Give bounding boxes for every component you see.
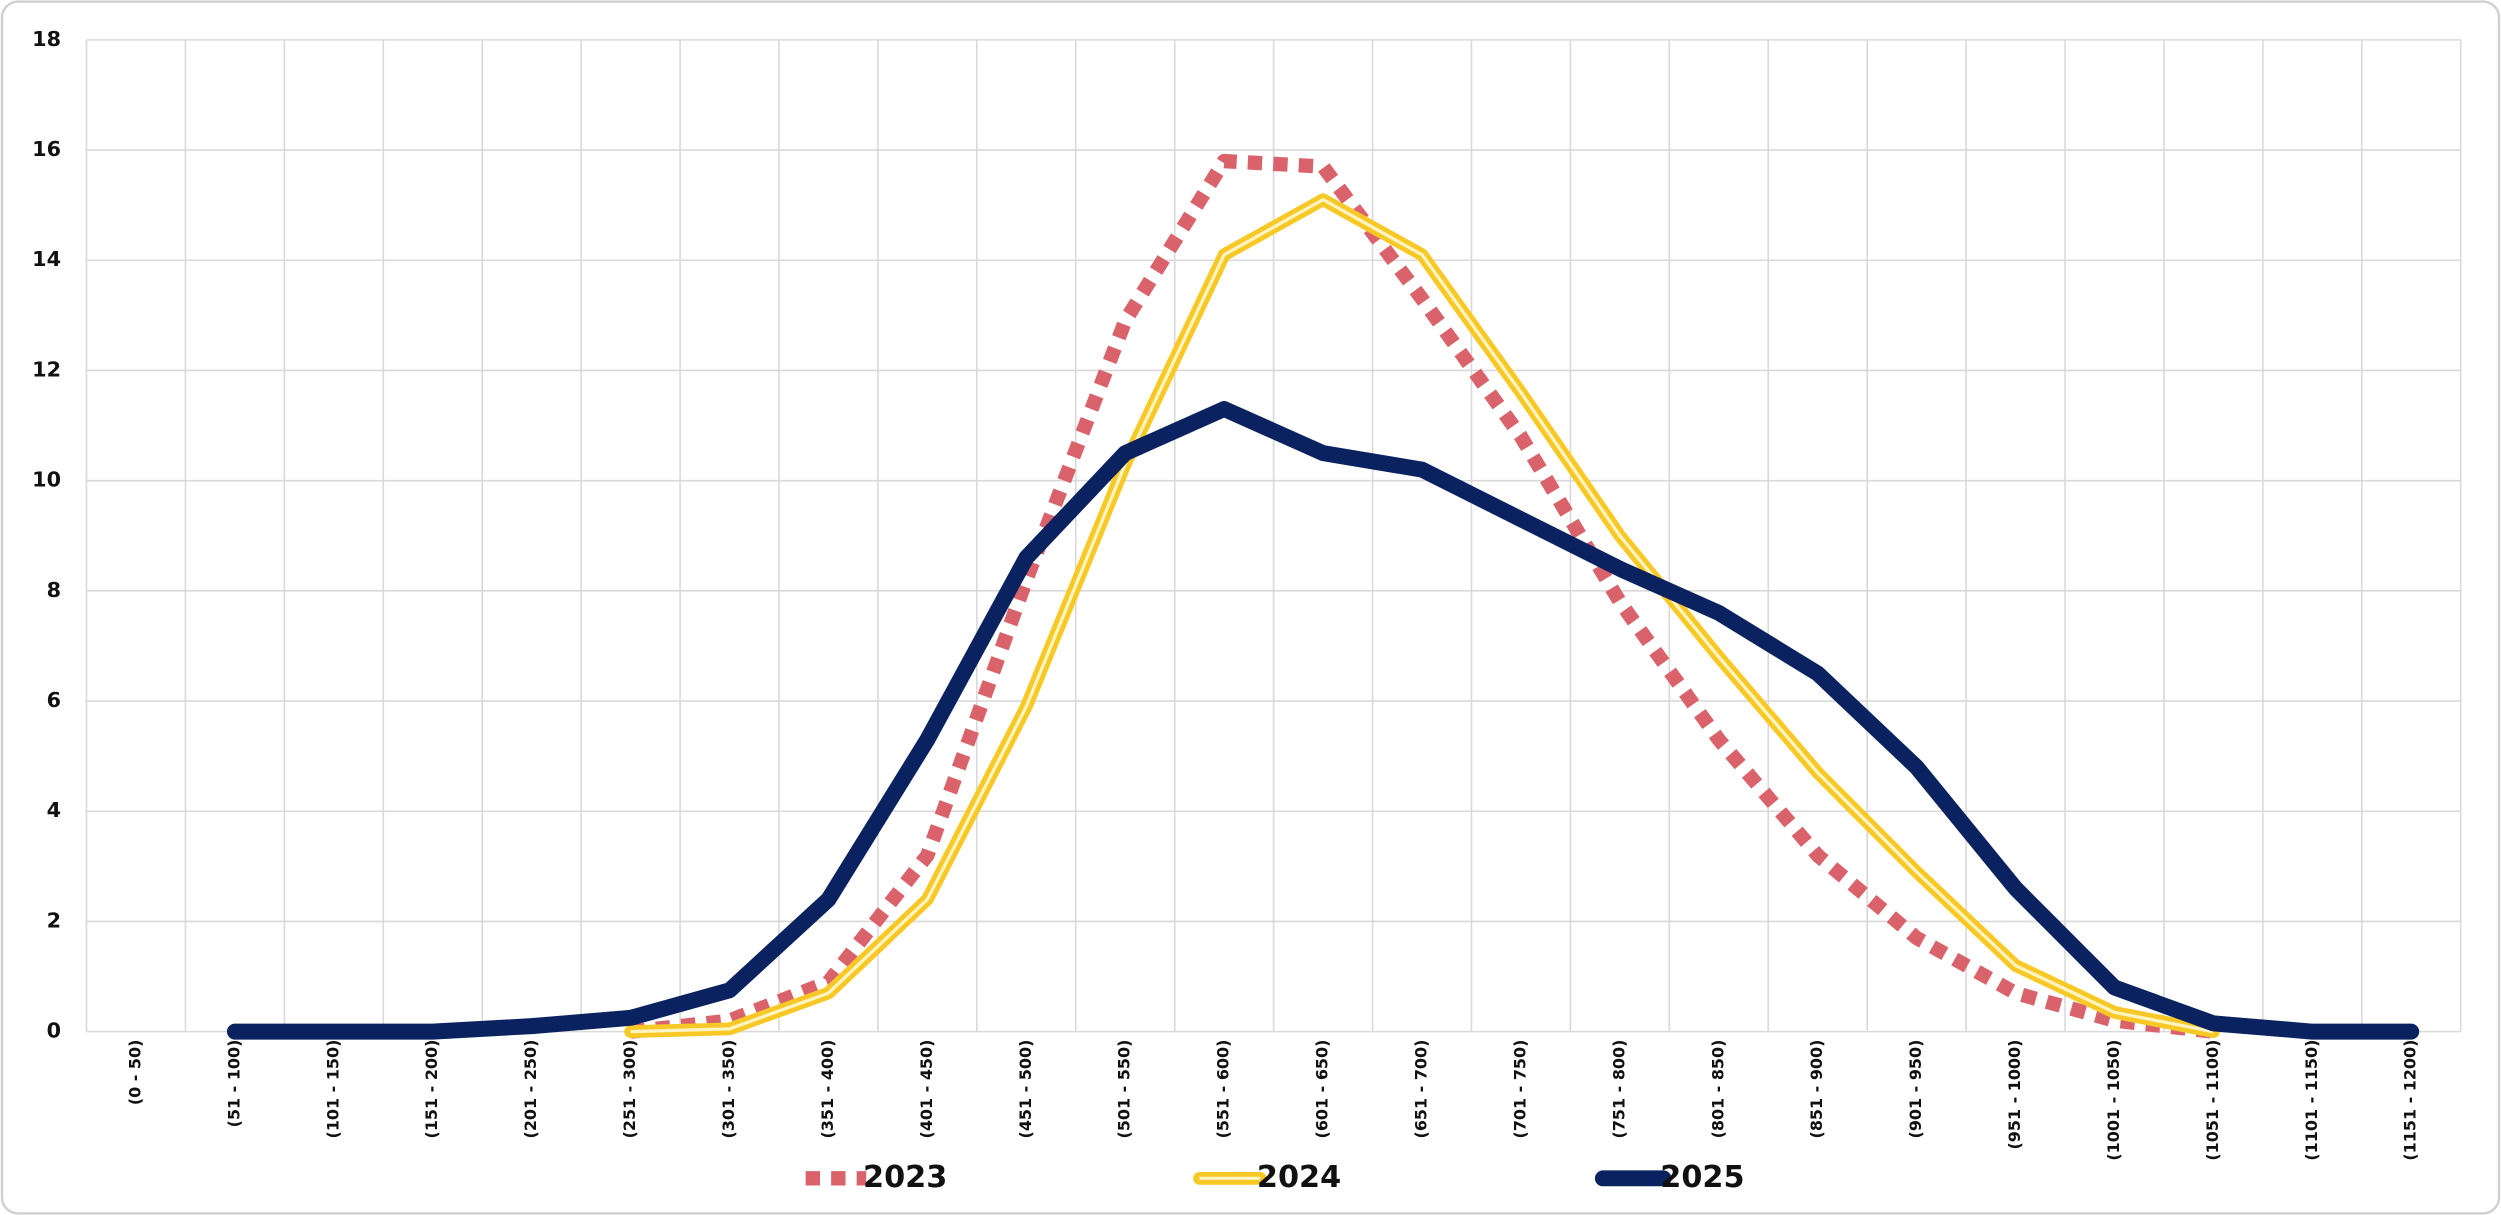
legend-label: 2023 <box>863 1160 947 1195</box>
x-tick-label: (501 - 550) <box>1115 1040 1134 1139</box>
x-tick-label: (551 - 600) <box>1214 1040 1233 1139</box>
y-tick-label: 2 <box>47 908 61 932</box>
x-tick-label: (901 - 950) <box>1906 1040 1925 1139</box>
x-tick-label: (51 - 100) <box>224 1040 243 1128</box>
x-tick-label: (951 - 1000) <box>2005 1040 2024 1150</box>
y-tick-label: 16 <box>32 137 61 161</box>
x-tick-label: (1001 - 1050) <box>2104 1040 2123 1161</box>
x-tick-label: (601 - 650) <box>1313 1040 1332 1139</box>
y-tick-label: 12 <box>32 357 61 381</box>
x-tick-label: (701 - 750) <box>1510 1040 1529 1139</box>
y-tick-label: 14 <box>32 247 61 271</box>
series-line <box>629 153 2215 1039</box>
x-tick-label: (751 - 800) <box>1609 1040 1628 1139</box>
x-tick-label: (0 - 50) <box>125 1040 144 1106</box>
x-tick-label: (151 - 200) <box>422 1040 441 1139</box>
x-tick-label: (651 - 700) <box>1412 1040 1431 1139</box>
legend-label: 2024 <box>1257 1160 1341 1195</box>
series-line <box>226 401 2420 1040</box>
x-tick-label: (301 - 350) <box>719 1040 738 1139</box>
x-tick-label: (1101 - 1150) <box>2302 1040 2321 1161</box>
x-tick-label: (401 - 450) <box>917 1040 936 1139</box>
x-tick-label: (101 - 150) <box>323 1040 342 1139</box>
x-tick-label: (251 - 300) <box>620 1040 639 1139</box>
y-tick-label: 8 <box>47 578 61 602</box>
x-tick-label: (801 - 850) <box>1708 1040 1727 1139</box>
x-tick-label: (451 - 500) <box>1016 1040 1035 1139</box>
x-tick-label: (1151 - 1200) <box>2401 1040 2420 1161</box>
x-tick-label: (201 - 250) <box>521 1040 540 1139</box>
y-tick-label: 10 <box>32 468 61 492</box>
x-tick-label: (1051 - 1100) <box>2203 1040 2222 1161</box>
x-tick-label: (851 - 900) <box>1807 1040 1826 1139</box>
y-tick-label: 6 <box>47 688 61 712</box>
y-tick-label: 4 <box>47 798 61 822</box>
x-tick-label: (351 - 400) <box>818 1040 837 1139</box>
line-inner <box>630 198 2214 1034</box>
y-tick-label: 0 <box>47 1019 61 1043</box>
y-tick-label: 18 <box>32 27 61 51</box>
legend-label: 2025 <box>1660 1160 1744 1195</box>
